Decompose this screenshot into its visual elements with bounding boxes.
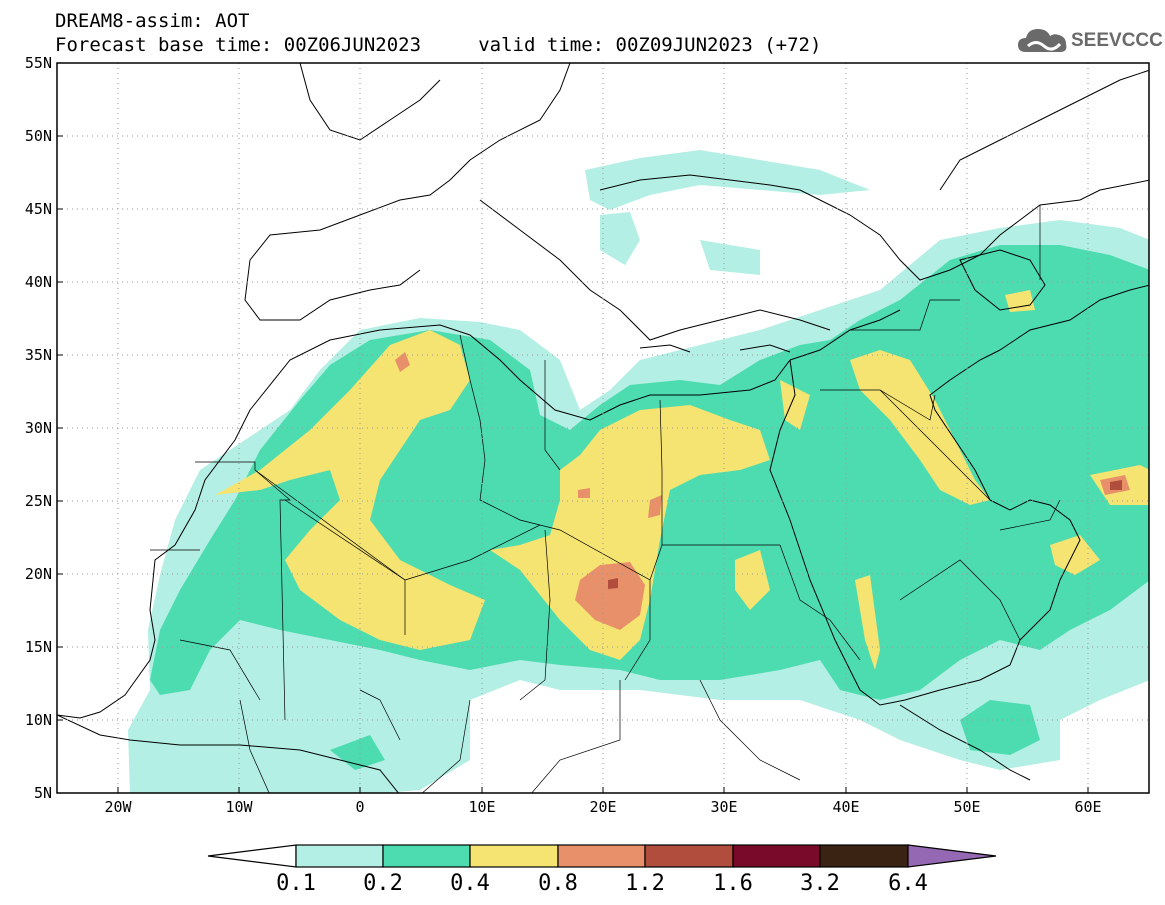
cloud-icon xyxy=(1018,29,1067,52)
lon-label: 20W xyxy=(104,798,132,816)
aot-level-1.2 xyxy=(608,578,618,589)
lon-label: 50E xyxy=(953,798,980,816)
colorbar-label: 6.4 xyxy=(888,871,928,896)
colorbar-swatch xyxy=(469,844,559,868)
axis-ticks xyxy=(57,62,1089,793)
forecast-time-line: Forecast base time: 00Z06JUN2023 valid t… xyxy=(55,34,822,56)
aot-level-0.4-mesopotamia xyxy=(850,350,990,505)
colorbar-over-arrow xyxy=(907,844,997,868)
lon-label: 20E xyxy=(589,798,616,816)
colorbar-label: 0.2 xyxy=(363,871,403,896)
lon-label: 0 xyxy=(355,798,364,816)
colorbar-label: 0.8 xyxy=(538,871,578,896)
colorbar-label: 0.4 xyxy=(450,871,490,896)
borders xyxy=(150,205,1061,793)
colorbar-swatch xyxy=(295,844,384,868)
lat-label: 15N xyxy=(25,638,52,656)
colorbar-swatch xyxy=(382,844,471,868)
lon-label: 40E xyxy=(832,798,859,816)
lat-label: 10N xyxy=(25,711,52,729)
colorbar xyxy=(207,844,997,868)
colorbar-swatch xyxy=(644,844,734,868)
lon-label: 60E xyxy=(1074,798,1101,816)
lon-label: 30E xyxy=(710,798,737,816)
aot-level-0.4-westsahara xyxy=(215,330,485,650)
lat-label: 5N xyxy=(34,784,52,802)
aot-level-0.8 xyxy=(575,562,645,630)
colorbar-swatch xyxy=(819,844,909,868)
lat-label: 25N xyxy=(25,492,52,510)
colorbar-label: 1.6 xyxy=(713,871,753,896)
map-title: DREAM8-assim: AOT xyxy=(55,10,250,32)
colorbar-swatch xyxy=(732,844,821,868)
colorbar-under-arrow xyxy=(207,844,297,868)
colorbar-label: 1.2 xyxy=(625,871,665,896)
aot-level-0.4-central xyxy=(490,405,770,660)
graticule xyxy=(57,63,1149,793)
colorbar-label: 3.2 xyxy=(800,871,840,896)
colorbar-label: 0.1 xyxy=(276,871,316,896)
lat-label: 50N xyxy=(25,127,52,145)
lat-label: 40N xyxy=(25,273,52,291)
lon-label: 10W xyxy=(225,798,253,816)
logo-text: SEEVCCC xyxy=(1071,30,1163,51)
seevccc-logo: SEEVCCC xyxy=(1016,24,1163,58)
lon-labels: 20W 10W 0 10E 20E 30E 40E 50E 60E xyxy=(104,798,1101,816)
lat-labels: 55N 50N 45N 40N 35N 30N 25N 20N 15N 10N … xyxy=(25,54,52,802)
coastlines xyxy=(57,63,1149,793)
aot-field xyxy=(57,63,1149,793)
lat-label: 20N xyxy=(25,565,52,583)
lon-label: 10E xyxy=(468,798,495,816)
lat-label: 35N xyxy=(25,346,52,364)
lat-label: 45N xyxy=(25,200,52,218)
lat-label: 55N xyxy=(25,54,52,72)
colorbar-swatch xyxy=(557,844,646,868)
lat-label: 30N xyxy=(25,419,52,437)
